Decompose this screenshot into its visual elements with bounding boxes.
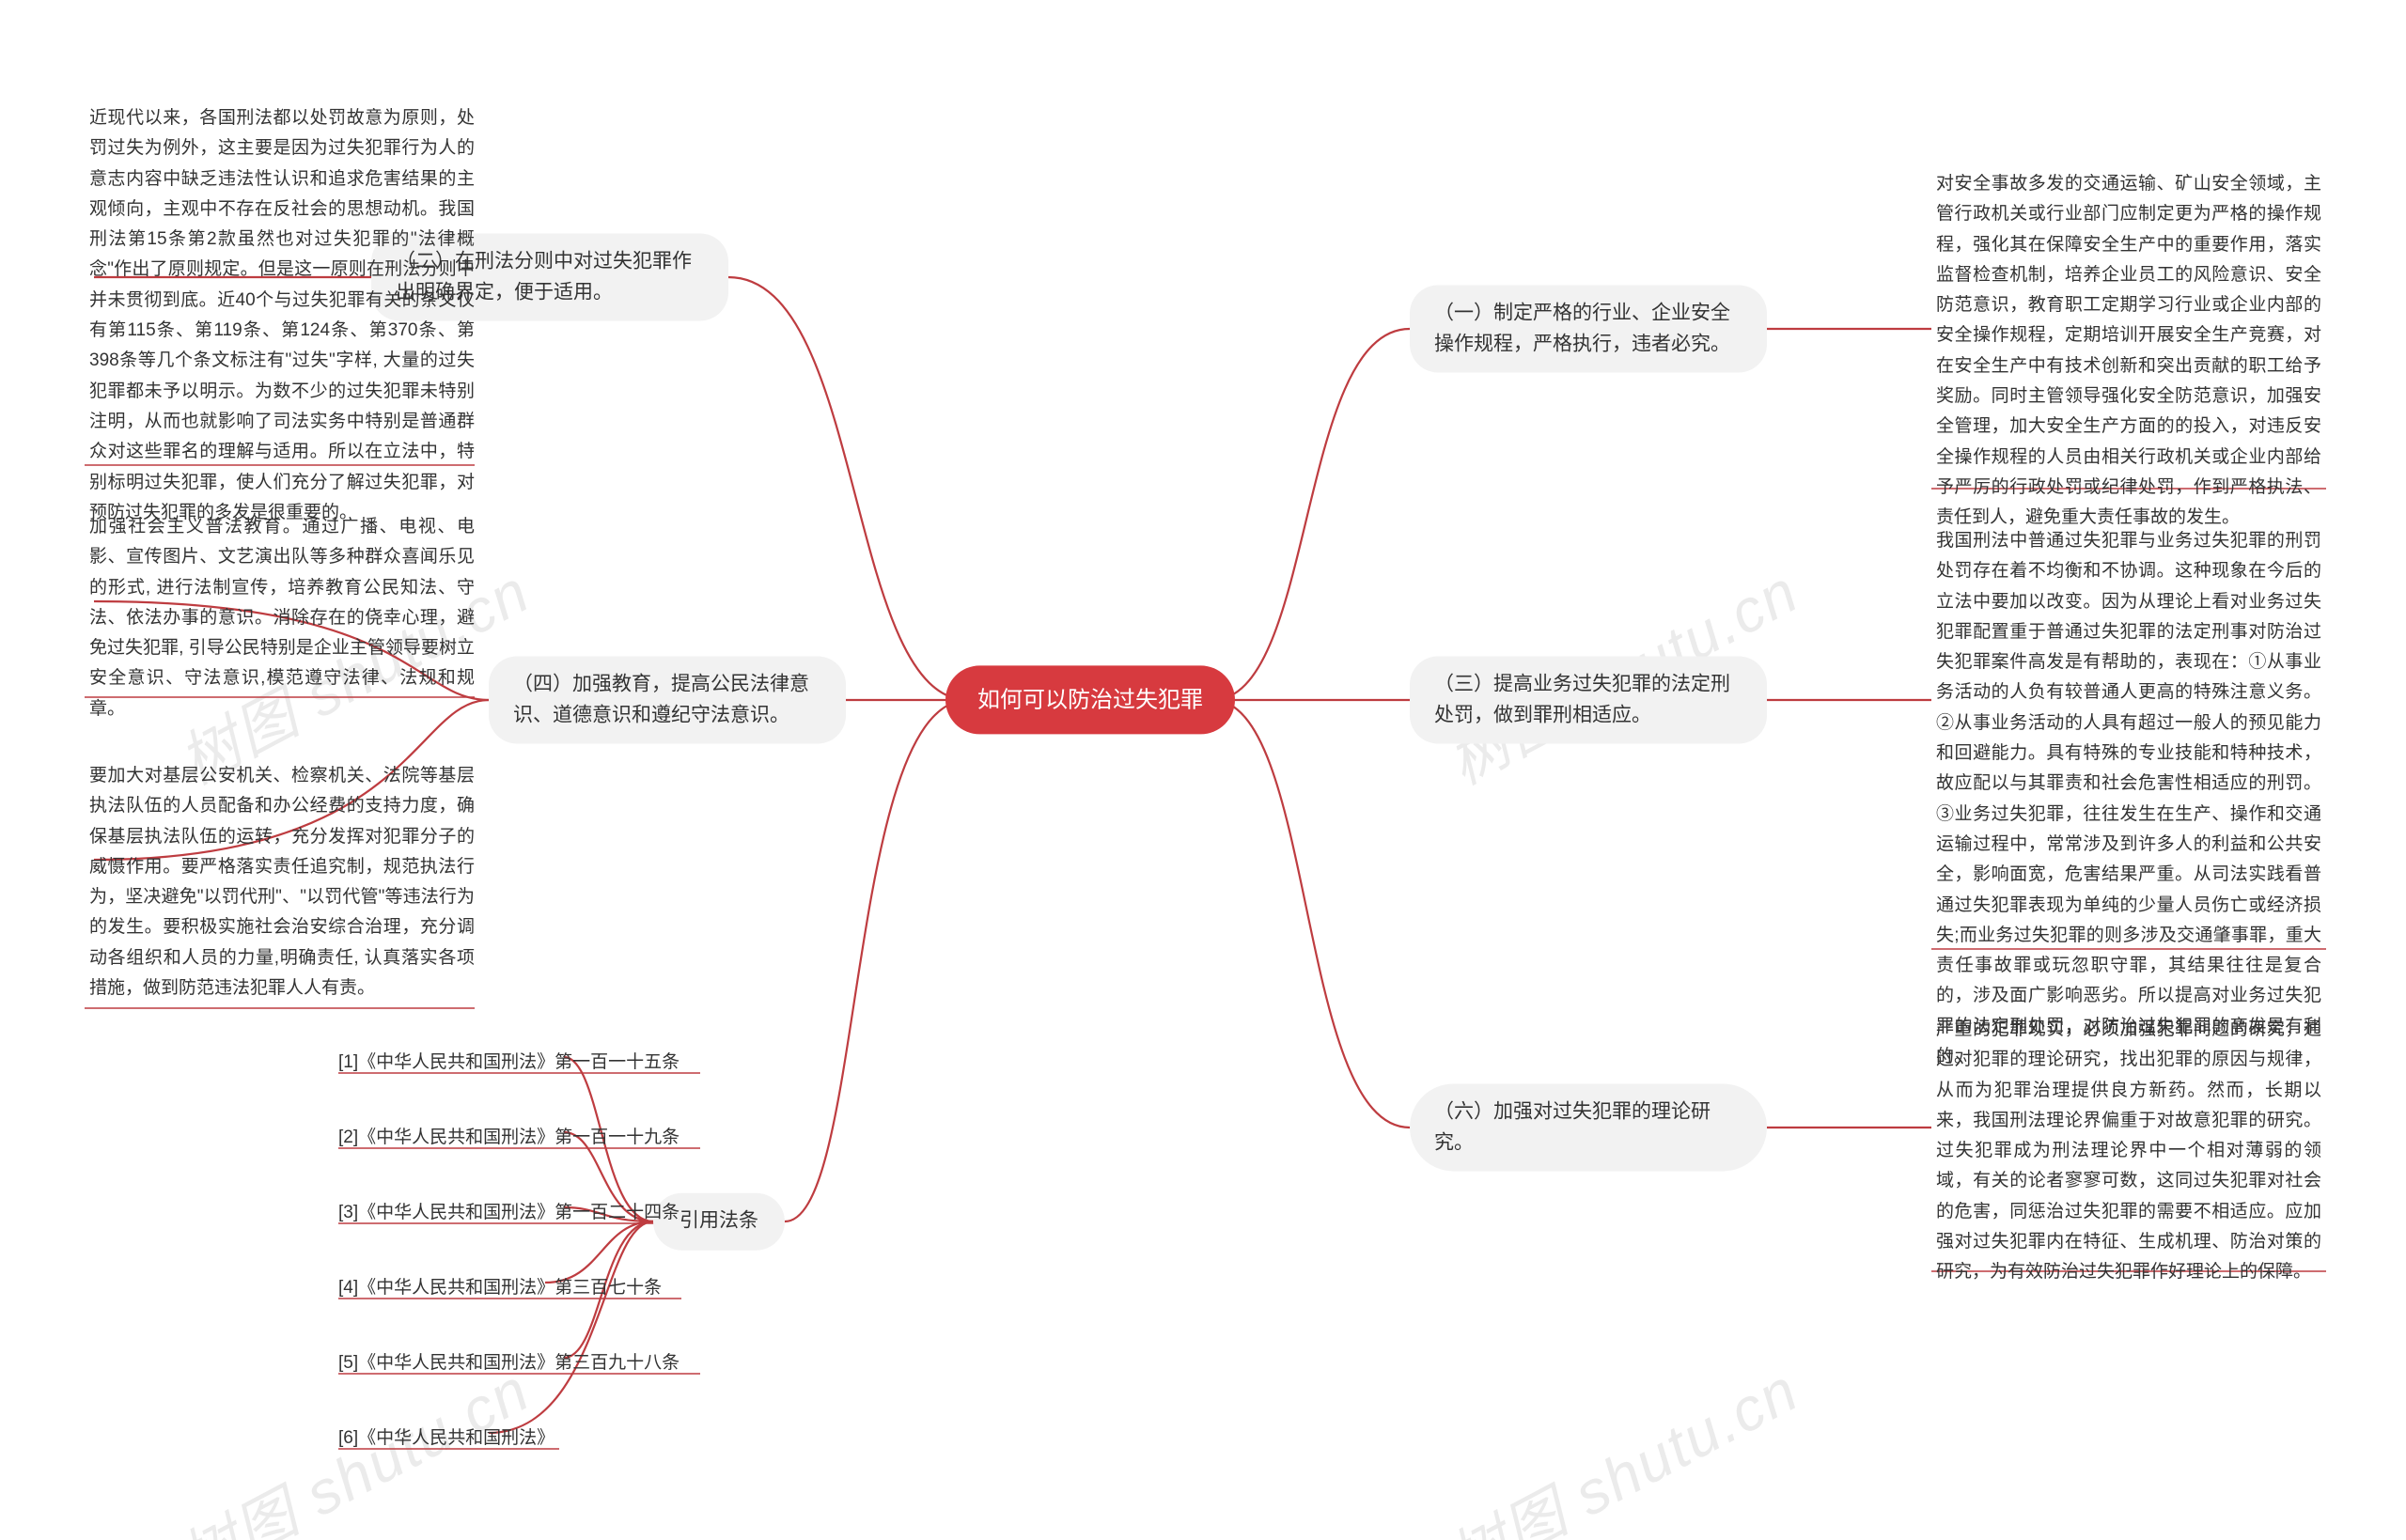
leaf-law-2: [2]《中华人民共和国刑法》第一百一十九条 — [338, 1123, 724, 1153]
leaf-law-5: [5]《中华人民共和国刑法》第三百九十八条 — [338, 1348, 724, 1378]
branch-l4: （四）加强教育，提高公民法律意识、道德意识和遵纪守法意识。 — [489, 656, 846, 743]
leaf-l2-1: 近现代以来，各国刑法都以处罚故意为原则，处罚过失为例外，这主要是因为过失犯罪行为… — [89, 103, 475, 528]
leaf-law-4: [4]《中华人民共和国刑法》第三百七十条 — [338, 1273, 724, 1303]
leaf-r1-1: 对安全事故多发的交通运输、矿山安全领域，主管行政机关或行业部门应制定更为严格的操… — [1936, 169, 2321, 534]
leaf-r3-1: 我国刑法中普通过失犯罪与业务过失犯罪的刑罚处罚存在着不均衡和不协调。这种现象在今… — [1936, 526, 2321, 1072]
leaf-r6-1: 严重的犯罪现实，必须加强犯罪问题的研究，通过对犯罪的理论研究，找出犯罪的原因与规… — [1936, 1015, 2321, 1288]
leaf-law-1: [1]《中华人民共和国刑法》第一百一十五条 — [338, 1048, 724, 1078]
leaf-l4-1: 加强社会主义普法教育。通过广播、电视、电影、宣传图片、文艺演出队等多种群众喜闻乐… — [89, 512, 475, 724]
watermark: 树图 shutu.cn — [1430, 1343, 1811, 1540]
leaf-law-6: [6]《中华人民共和国刑法》 — [338, 1423, 724, 1454]
branch-r3: （三）提高业务过失犯罪的法定刑处罚，做到罪刑相适应。 — [1410, 656, 1767, 743]
center-node: 如何可以防治过失犯罪 — [945, 665, 1235, 734]
leaf-law-3: [3]《中华人民共和国刑法》第一百二十四条 — [338, 1198, 724, 1228]
mindmap-canvas: 树图 shutu.cn 树图 shutu.cn 树图 shutu.cn 树图 s… — [0, 0, 2406, 1540]
leaf-l4-2: 要加大对基层公安机关、检察机关、法院等基层执法队伍的人员配备和办公经费的支持力度… — [89, 761, 475, 1003]
branch-r6: （六）加强对过失犯罪的理论研究。 — [1410, 1083, 1767, 1171]
branch-r1: （一）制定严格的行业、企业安全操作规程，严格执行，违者必究。 — [1410, 285, 1767, 372]
